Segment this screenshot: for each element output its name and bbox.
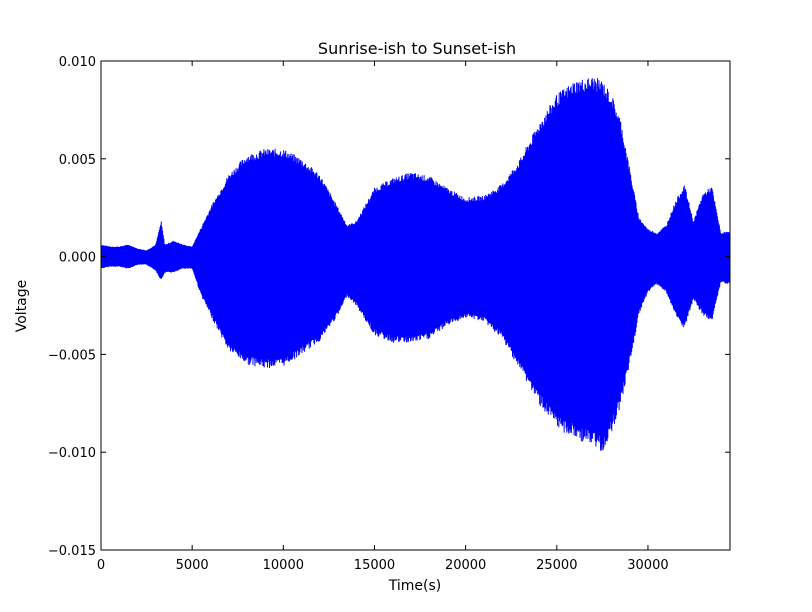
y-axis-label: Voltage xyxy=(14,280,30,333)
chart-title: Sunrise-ish to Sunset-ish xyxy=(318,39,516,58)
x-tick-label: 10000 xyxy=(263,558,304,573)
series-line-0 xyxy=(100,78,731,451)
y-tick-label: 0.000 xyxy=(59,251,96,266)
x-axis: 0 5000 10000 15000 20000 25000 30000 xyxy=(97,61,669,573)
x-tick-label: 25000 xyxy=(536,558,577,573)
y-tick-label: 0.010 xyxy=(59,55,96,70)
y-tick-label: −0.010 xyxy=(48,446,96,461)
x-tick-label: 5000 xyxy=(176,558,209,573)
x-tick-label: 15000 xyxy=(354,558,395,573)
y-tick-label: −0.015 xyxy=(48,544,96,559)
y-tick-label: 0.005 xyxy=(59,153,96,168)
series-layer xyxy=(100,78,731,451)
y-tick-label: −0.005 xyxy=(48,348,96,363)
x-axis-label: Time(s) xyxy=(388,578,441,594)
x-tick-label: 30000 xyxy=(627,558,668,573)
x-tick-label: 0 xyxy=(97,558,105,573)
x-tick-label: 20000 xyxy=(445,558,486,573)
y-axis: 0.010 0.005 0.000 −0.005 −0.010 −0.015 xyxy=(48,55,730,559)
plot-frame xyxy=(100,60,731,551)
plot-area xyxy=(100,60,731,551)
